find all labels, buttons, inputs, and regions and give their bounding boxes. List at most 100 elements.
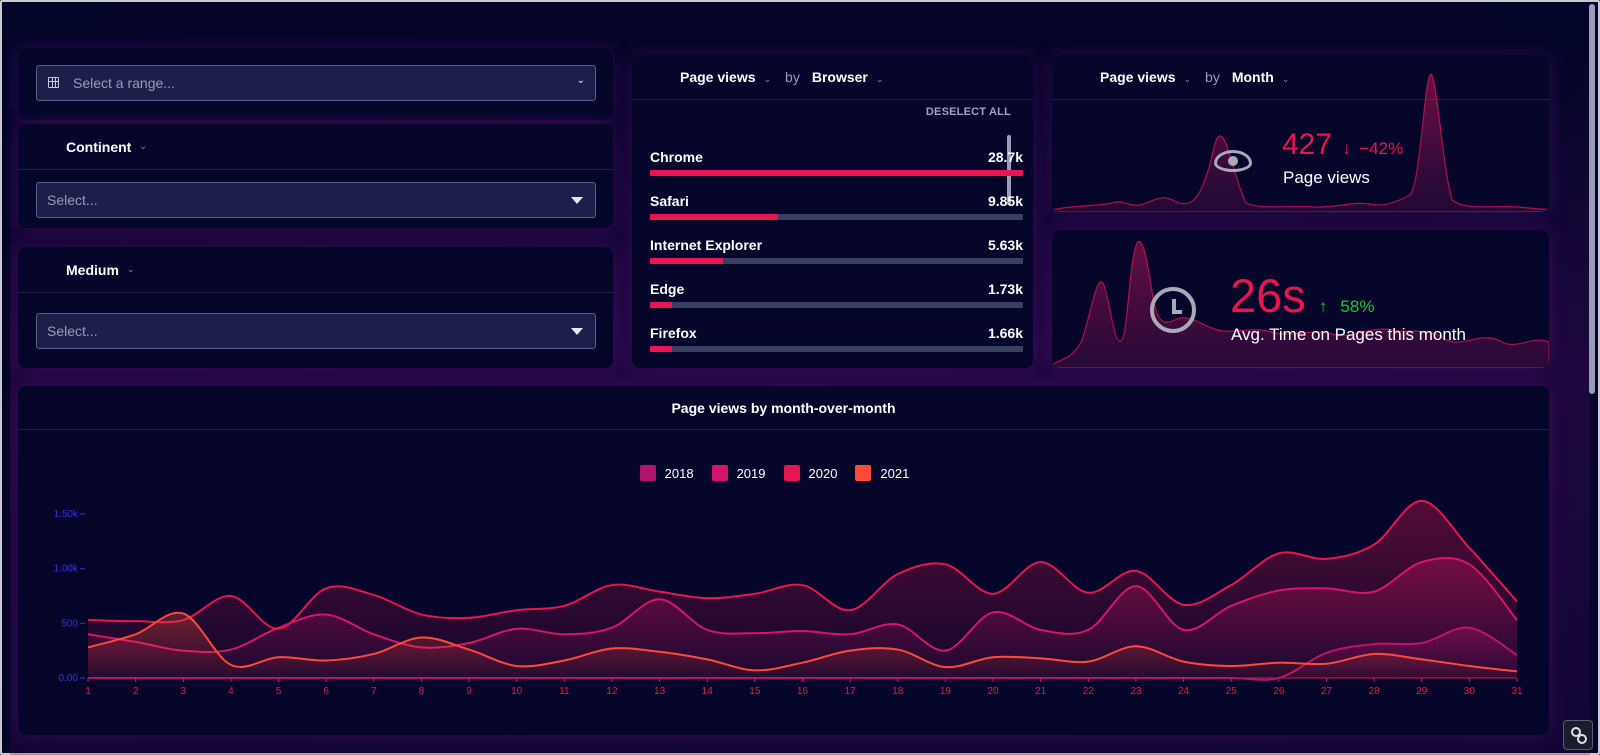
browser-bar-track — [650, 170, 1023, 176]
page-scrollbar-thumb[interactable] — [1589, 4, 1595, 394]
legend-label: 2018 — [664, 465, 694, 481]
caret-down-icon — [571, 328, 583, 335]
y-tick-label: 0.00 — [59, 673, 79, 684]
x-tick-label: 15 — [749, 686, 761, 697]
eye-icon — [1214, 150, 1252, 172]
month-kpi-panel: Page views ⌄ by Month ⌄ 427 ↓ −42% Page vi… — [1052, 55, 1549, 212]
browser-name: Chrome — [650, 149, 703, 165]
dimension-label: Month — [1231, 69, 1274, 85]
browser-bar-track — [650, 302, 1023, 308]
browser-name: Edge — [650, 281, 685, 297]
browser-row[interactable]: Firefox 1.66k — [650, 325, 1023, 365]
x-tick-label: 27 — [1321, 686, 1333, 697]
page-views-label: Page views — [1283, 168, 1370, 187]
x-tick-label: 4 — [228, 686, 234, 697]
browser-row[interactable]: Safari 9.85k — [650, 193, 1023, 233]
legend-label: 2021 — [880, 465, 910, 481]
x-tick-label: 29 — [1416, 686, 1428, 697]
browser-value: 28.7k — [987, 149, 1023, 165]
browser-bar-fill — [650, 170, 1023, 176]
medium-placeholder: Select... — [47, 323, 98, 339]
medium-header[interactable]: Medium ⌄ — [18, 247, 613, 293]
month-panel-header: Page views ⌄ by Month ⌄ — [1052, 55, 1549, 100]
browser-row[interactable]: Internet Explorer 5.63k — [650, 237, 1023, 277]
x-tick-label: 25 — [1226, 686, 1238, 697]
continent-header[interactable]: Continent ⌄ — [18, 124, 613, 170]
dimension-selector[interactable]: Browser ⌄ — [812, 69, 884, 85]
chart-legend: 2018 2019 2020 2021 — [18, 465, 1549, 486]
series-line-2020 — [87, 499, 1518, 630]
avg-time-value: 26s ↑ 58% — [1230, 268, 1374, 323]
date-range-card: Select a range... ⌄ — [18, 48, 613, 120]
corner-link-button[interactable] — [1563, 720, 1593, 750]
legend-item[interactable]: 2018 — [639, 465, 694, 481]
x-tick-label: 24 — [1178, 686, 1190, 697]
page-scrollbar-track[interactable] — [1588, 4, 1596, 749]
browser-bar-track — [650, 258, 1023, 264]
browser-bar-fill — [650, 258, 724, 264]
chevron-down-icon: ⌄ — [576, 75, 585, 86]
browser-bar-track — [650, 214, 1023, 220]
medium-select[interactable]: Select... — [36, 313, 596, 349]
kpi-change: 58% — [1340, 297, 1375, 316]
series-area-2020 — [88, 500, 1517, 678]
date-range-placeholder: Select a range... — [73, 75, 175, 91]
browser-name: Firefox — [650, 325, 697, 341]
browser-name: Internet Explorer — [650, 237, 763, 253]
x-tick-label: 17 — [845, 686, 857, 697]
by-label: by — [785, 69, 800, 85]
arrow-down-icon: ↓ — [1342, 139, 1351, 158]
x-tick-label: 21 — [1035, 686, 1047, 697]
y-tick-label: 1.50k — [54, 509, 79, 520]
x-tick-label: 22 — [1083, 686, 1095, 697]
x-tick-label: 6 — [323, 686, 329, 697]
x-tick-label: 16 — [797, 686, 809, 697]
dimension-selector[interactable]: Month ⌄ — [1232, 69, 1290, 85]
mom-chart-header: Page views by month-over-month — [18, 386, 1549, 430]
metric-selector[interactable]: Page views ⌄ — [680, 69, 771, 85]
deselect-all-button[interactable]: DESELECT ALL — [925, 106, 1011, 118]
chart-title: Page views by month-over-month — [671, 399, 896, 416]
legend-swatch — [855, 465, 872, 481]
time-kpi-panel: 26s ↑ 58% Avg. Time on Pages this month — [1052, 230, 1549, 368]
browser-row[interactable]: Edge 1.73k — [650, 281, 1023, 321]
by-label: by — [1205, 69, 1220, 85]
avg-time-label: Avg. Time on Pages this month — [1231, 325, 1466, 344]
clock-icon — [1150, 287, 1196, 333]
x-tick-label: 20 — [987, 686, 999, 697]
mom-chart-card: Page views by month-over-month 2018 2019 2… — [18, 386, 1549, 735]
browser-value: 1.73k — [987, 281, 1023, 297]
metric-selector[interactable]: Page views ⌄ — [1100, 69, 1191, 85]
x-tick-label: 31 — [1511, 686, 1523, 697]
continent-select[interactable]: Select... — [36, 182, 596, 218]
x-tick-label: 30 — [1464, 686, 1476, 697]
chevron-down-icon: ⌄ — [875, 74, 884, 84]
month-sparkline — [1052, 73, 1549, 212]
legend-item[interactable]: 2019 — [711, 465, 766, 481]
date-range-select[interactable]: Select a range... ⌄ — [36, 65, 596, 101]
browser-row[interactable]: Chrome 28.7k — [650, 149, 1023, 189]
legend-item[interactable]: 2021 — [855, 465, 909, 481]
calendar-icon — [48, 77, 59, 88]
x-tick-label: 7 — [371, 686, 377, 697]
x-tick-label: 28 — [1369, 686, 1381, 697]
x-tick-label: 10 — [511, 686, 523, 697]
continent-label: Continent — [66, 138, 132, 155]
x-tick-label: 26 — [1273, 686, 1285, 697]
legend-swatch — [783, 465, 800, 481]
legend-swatch — [711, 465, 728, 481]
x-tick-label: 5 — [276, 686, 282, 697]
link-icon-part — [1577, 734, 1587, 744]
metric-label: Page views — [680, 69, 756, 85]
browser-name: Safari — [650, 193, 689, 209]
chevron-down-icon: ⌄ — [139, 141, 147, 151]
x-tick-label: 14 — [702, 686, 714, 697]
medium-label: Medium — [66, 261, 119, 278]
browser-value: 1.66k — [987, 325, 1023, 341]
legend-item[interactable]: 2020 — [783, 465, 837, 481]
x-tick-label: 9 — [466, 686, 472, 697]
arrow-up-icon: ↑ — [1318, 297, 1328, 316]
kpi-number: 26s — [1230, 269, 1306, 322]
x-tick-label: 3 — [180, 686, 186, 697]
